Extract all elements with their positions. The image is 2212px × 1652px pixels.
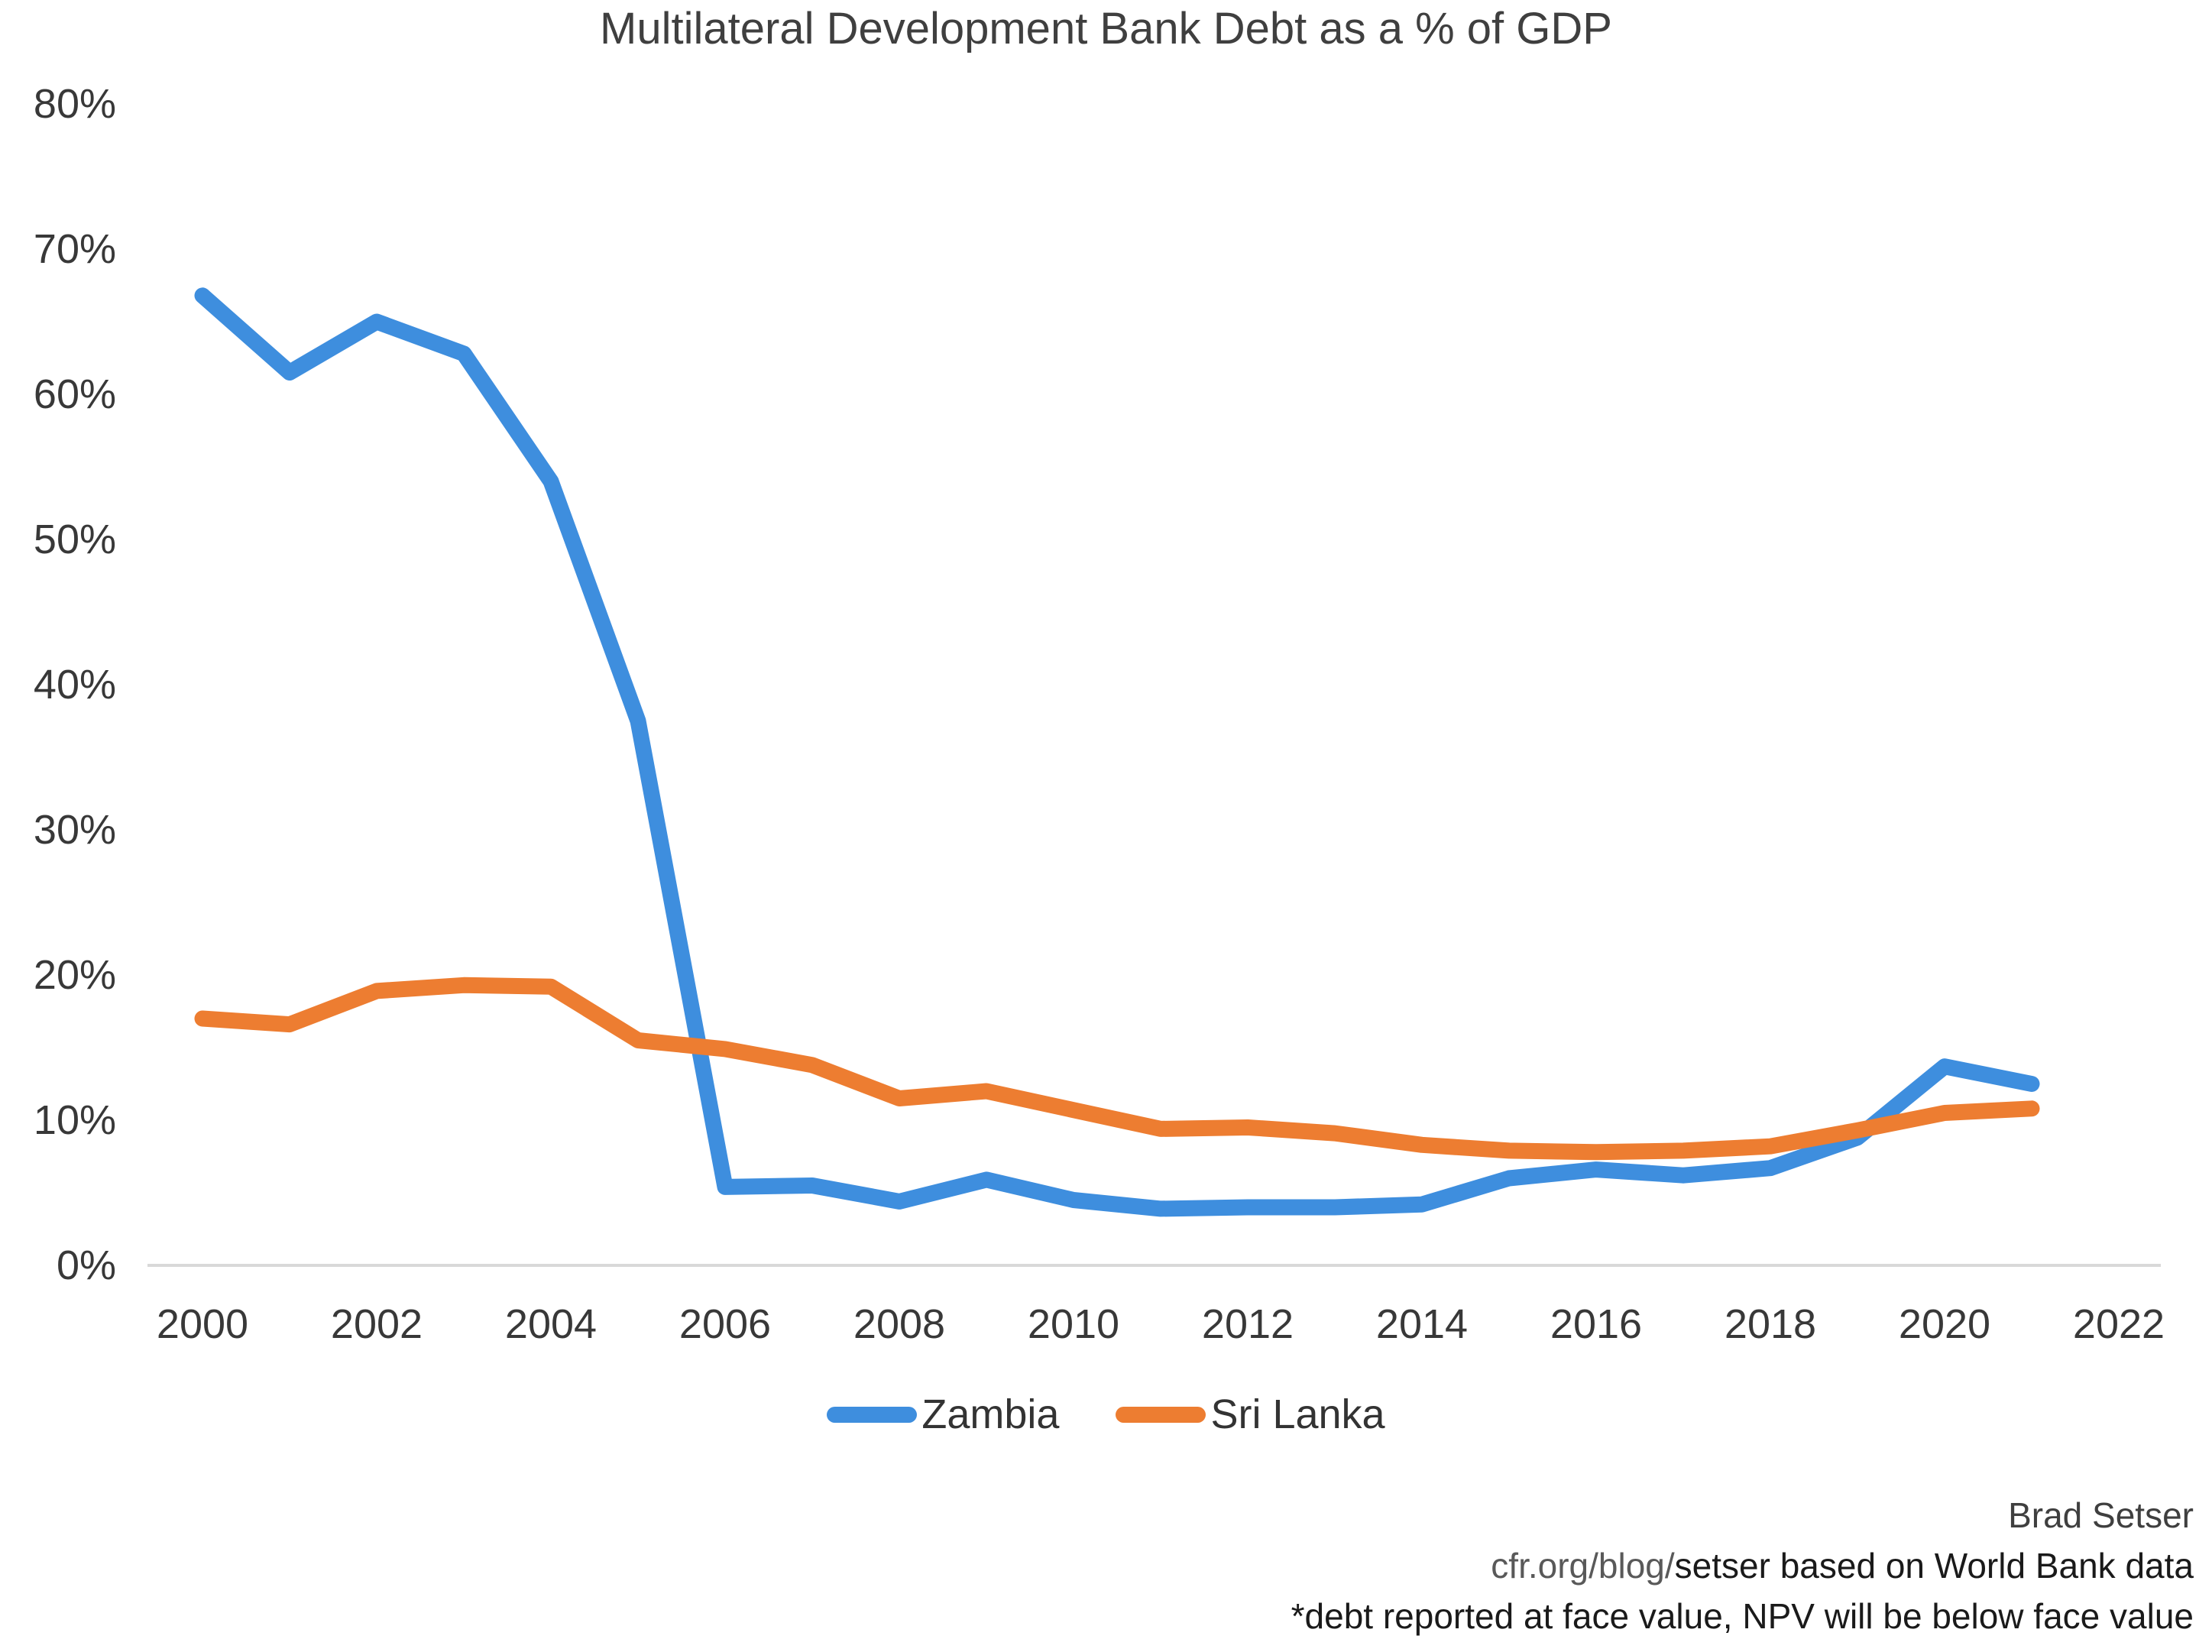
y-tick-label: 0%	[56, 1242, 116, 1288]
attribution-block: Brad Setser cfr.org/blog/setser based on…	[1291, 1490, 2194, 1642]
footnote: *debt reported at face value, NPV will b…	[1291, 1596, 2194, 1637]
x-tick-label: 2004	[504, 1301, 598, 1347]
x-tick-label: 2006	[678, 1301, 772, 1347]
x-tick-label: 2022	[2072, 1301, 2165, 1347]
source-line: cfr.org/blog/setser based on World Bank …	[1291, 1540, 2194, 1591]
legend-item-zambia: Zambia	[827, 1391, 1059, 1438]
y-tick-label: 50%	[33, 517, 116, 562]
sri-lanka-line	[194, 977, 2040, 1161]
x-tick-label: 2014	[1375, 1301, 1469, 1347]
chart-title: Multilateral Development Bank Debt as a …	[600, 4, 1612, 53]
legend-item-sri-lanka: Sri Lanka	[1116, 1391, 1385, 1438]
x-tick-label: 2010	[1027, 1301, 1120, 1347]
x-tick-label: 2012	[1201, 1301, 1294, 1347]
x-tick-label: 2020	[1898, 1301, 1991, 1347]
legend-label-sri-lanka: Sri Lanka	[1210, 1391, 1385, 1437]
x-tick-label: 2018	[1724, 1301, 1817, 1347]
x-tick-label: 2000	[156, 1301, 249, 1347]
source-text: setser based on World Bank data	[1674, 1546, 2194, 1586]
x-tick-label: 2016	[1550, 1301, 1643, 1347]
y-tick-label: 60%	[33, 371, 116, 417]
y-tick-label: 10%	[33, 1097, 116, 1143]
chart-legend: Zambia Sri Lanka	[0, 1391, 2212, 1438]
legend-label-zambia: Zambia	[921, 1391, 1060, 1437]
y-tick-label: 40%	[33, 662, 116, 708]
y-tick-label: 70%	[33, 226, 116, 272]
source-url: cfr.org/blog/	[1491, 1546, 1675, 1586]
zambia-line-swatch	[827, 1406, 918, 1423]
y-tick-label: 30%	[33, 807, 116, 853]
x-axis-baseline	[147, 1264, 2161, 1267]
y-tick-label: 20%	[33, 952, 116, 998]
sri-lanka-line-swatch	[1116, 1406, 1206, 1423]
author-byline: Brad Setser	[2008, 1495, 2194, 1535]
x-tick-label: 2002	[330, 1301, 423, 1347]
x-tick-label: 2008	[853, 1301, 946, 1347]
y-tick-label: 80%	[33, 81, 116, 127]
zambia-line	[194, 287, 2040, 1217]
